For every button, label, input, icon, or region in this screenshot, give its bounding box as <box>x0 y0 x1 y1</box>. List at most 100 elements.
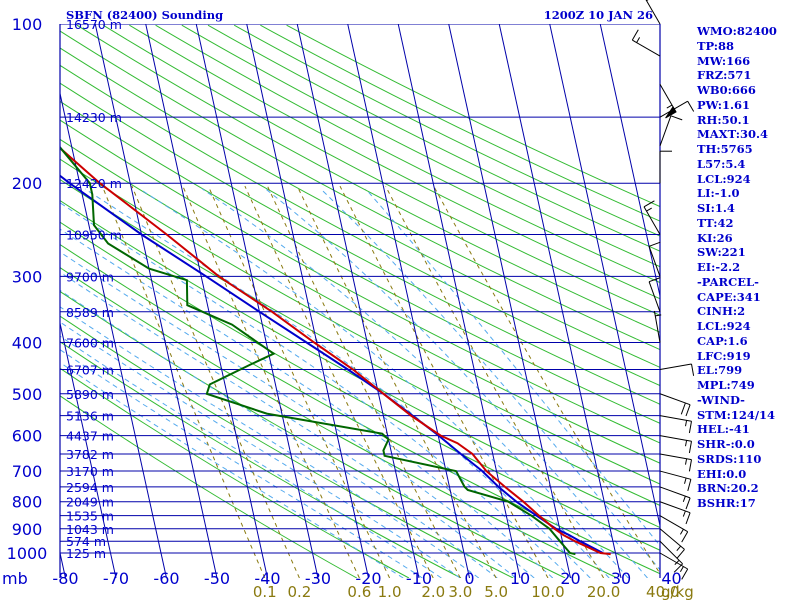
wind-barb <box>659 501 691 525</box>
height-label: 10950 m <box>66 228 122 243</box>
isotherm-line <box>347 24 470 578</box>
dry-adiabat-line <box>60 199 660 529</box>
height-label: 1043 m <box>66 522 114 537</box>
mixing-ratio-line <box>296 185 497 578</box>
isotherm-line <box>498 24 622 578</box>
wind-barb <box>659 150 672 184</box>
temperature-tick-label: -80 <box>52 569 78 588</box>
index-ki: KI:26 <box>697 230 733 245</box>
mixing-ratio-line <box>267 185 461 578</box>
height-label: 125 m <box>66 546 106 561</box>
index-mpl: MPL:749 <box>697 378 755 392</box>
index-wb0: WB0:666 <box>697 83 756 97</box>
mixing-ratio-tick-label: 0.6 <box>347 583 371 600</box>
isotherm-line <box>397 24 521 578</box>
mixing-ratio-line <box>433 185 660 575</box>
height-label: 4437 m <box>66 429 114 444</box>
index-brn: BRN:20.2 <box>697 481 759 496</box>
sounding-time: 1200Z 10 JAN 26 <box>544 8 653 22</box>
index-frz: FRZ:571 <box>697 68 752 83</box>
index-li: LI:-1.0 <box>697 186 740 201</box>
temperature-tick-label: -70 <box>103 569 129 588</box>
index-el: EL:799 <box>697 363 743 378</box>
mixing-ratio-line <box>244 185 434 578</box>
index-lcl: LCL:924 <box>697 171 751 186</box>
pressure-label: 500 <box>12 385 43 404</box>
dewpoint-profile-line <box>60 145 576 556</box>
dry-adiabat-line <box>60 395 358 578</box>
temperature-tick-label: -40 <box>254 569 280 588</box>
wind-barb <box>648 241 661 277</box>
index-l57: L57:5.4 <box>697 156 746 171</box>
index-maxt: MAXT:30.4 <box>697 127 768 142</box>
wind-barb <box>659 528 685 559</box>
wind-section-header: -WIND- <box>697 392 745 407</box>
index-mw: MW:166 <box>697 53 751 68</box>
index-tp: TP:88 <box>697 38 735 53</box>
height-label: 16570 m <box>66 17 122 32</box>
pressure-label: 100 <box>12 15 43 34</box>
index-wmo: WMO:82400 <box>697 24 777 38</box>
isotherm-line <box>94 24 218 578</box>
grid-lines <box>60 24 660 578</box>
height-label: 2049 m <box>66 495 114 510</box>
wind-barb <box>659 552 689 580</box>
moist-adiabat-line <box>265 188 648 578</box>
temperature-tick-label: -20 <box>355 569 381 588</box>
index-lfc: LFC:919 <box>697 348 751 363</box>
moist-adiabat-line <box>202 188 629 578</box>
height-label: 12420 m <box>66 176 122 191</box>
index-hel: HEL:-41 <box>697 422 750 437</box>
mixing-ratio-unit-label: g/kg <box>661 583 694 600</box>
mixing-ratio-tick-label: 0.1 <box>253 583 277 600</box>
wind-barb <box>659 486 691 510</box>
temperature-tick-label: -10 <box>406 569 432 588</box>
height-label: 8589 m <box>66 305 114 320</box>
height-label: 7600 m <box>66 335 114 350</box>
mixing-ratio-line <box>131 185 300 578</box>
mixing-ratio-lines <box>101 185 660 578</box>
moist-adiabat-line <box>60 271 517 578</box>
isotherm-line <box>296 24 420 578</box>
parcel-section-header: -PARCEL- <box>697 274 759 289</box>
height-label: 1535 m <box>66 509 114 524</box>
dry-adiabat-line <box>60 315 514 578</box>
isotherm-line <box>549 24 660 529</box>
index-th: TH:5765 <box>697 142 753 156</box>
index-cape: CAPE:341 <box>697 289 761 304</box>
pressure-label: 600 <box>12 427 43 446</box>
temperature-tick-label: 20 <box>560 569 580 588</box>
temperature-tick-label: 10 <box>510 569 530 588</box>
mixing-ratio-tick-label: 0.2 <box>287 583 311 600</box>
moist-adiabat-line <box>60 361 404 578</box>
dry-adiabat-line <box>60 267 618 578</box>
dry-adiabat-line <box>60 158 660 485</box>
wind-barb <box>659 540 683 573</box>
height-label: 14230 m <box>66 110 122 125</box>
mixing-ratio-line <box>182 185 360 578</box>
height-label: 6707 m <box>66 363 114 378</box>
wind-barb <box>643 200 661 235</box>
index-shr: SHR-:0.0 <box>697 437 755 451</box>
chart-title: SBFN (82400) Sounding <box>66 8 223 22</box>
index-cinh: CINH:2 <box>697 304 746 319</box>
height-label: 5890 m <box>66 387 114 402</box>
index-ehi: EHI:0.0 <box>697 466 747 481</box>
wind-barb <box>659 84 677 119</box>
index-rh: RH:50.1 <box>697 112 750 127</box>
index-bshr: BSHR:17 <box>697 496 756 510</box>
index-ei: EI:-2.2 <box>697 260 741 274</box>
dry-adiabat-line <box>60 119 660 444</box>
moist-adiabat-line <box>365 188 660 547</box>
wind-barb <box>645 0 661 25</box>
mixing-ratio-tick-label: 10.0 <box>531 583 564 600</box>
height-label: 3782 m <box>66 447 114 462</box>
wind-barb <box>653 310 662 343</box>
isotherm-line <box>246 24 369 578</box>
wind-barb <box>659 435 692 454</box>
pressure-label: 800 <box>12 493 43 512</box>
pressure-labels: 100 200 300 400 500 600 700 800 900 1000 <box>7 15 48 563</box>
index-pw: PW:1.61 <box>697 97 751 112</box>
